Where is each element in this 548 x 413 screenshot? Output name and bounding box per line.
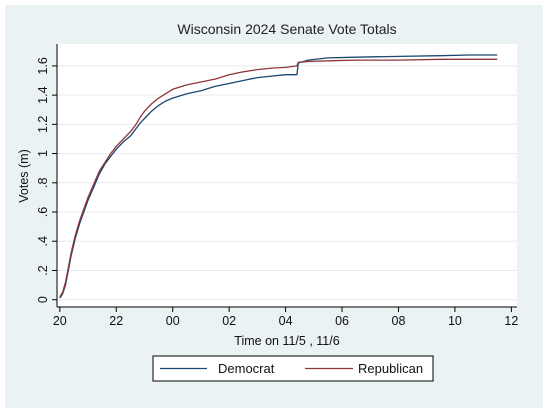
legend: Democrat Republican — [152, 355, 434, 382]
y-axis-label: Votes (m) — [17, 149, 31, 203]
chart-title: Wisconsin 2024 Senate Vote Totals — [177, 21, 396, 37]
series-line-republican — [59, 58, 498, 298]
series-layer — [59, 54, 498, 299]
x-tick-label: 06 — [335, 314, 349, 328]
gridlines — [57, 65, 517, 301]
line-chart: Wisconsin 2024 Senate Vote Totals 0 .2 .4.… — [17, 21, 518, 382]
y-tick-label: 1.4 — [36, 86, 50, 103]
x-tick-label: 10 — [448, 314, 462, 328]
y-axis-ticks: 0 .2 .4 .6 .8 1 1.2 1.4 1.6 — [36, 57, 57, 303]
x-tick-label: 08 — [392, 314, 406, 328]
x-axis-ticks: 20 22 00 02 04 06 08 10 12 — [53, 307, 518, 328]
x-axis-label: Time on 11/5 , 11/6 — [234, 334, 339, 348]
chart-frame: Wisconsin 2024 Senate Vote Totals 0 .2 .4.… — [5, 5, 543, 408]
y-tick-label: 0 — [36, 296, 50, 303]
x-tick-label: 00 — [166, 314, 180, 328]
x-tick-label: 20 — [53, 314, 67, 328]
y-tick-label: .8 — [36, 178, 50, 188]
legend-label-democrat: Democrat — [218, 361, 275, 376]
y-tick-label: .6 — [36, 207, 50, 217]
y-tick-label: 1.2 — [36, 116, 50, 133]
x-tick-label: 22 — [109, 314, 123, 328]
y-tick-label: .2 — [36, 265, 50, 275]
plot-area — [57, 44, 517, 307]
x-tick-label: 04 — [279, 314, 293, 328]
y-tick-label: .4 — [36, 236, 50, 246]
x-tick-label: 12 — [504, 314, 518, 328]
y-tick-label: 1.6 — [36, 57, 50, 74]
legend-label-republican: Republican — [358, 361, 423, 376]
x-tick-label: 02 — [222, 314, 236, 328]
y-tick-label: 1 — [36, 150, 50, 157]
